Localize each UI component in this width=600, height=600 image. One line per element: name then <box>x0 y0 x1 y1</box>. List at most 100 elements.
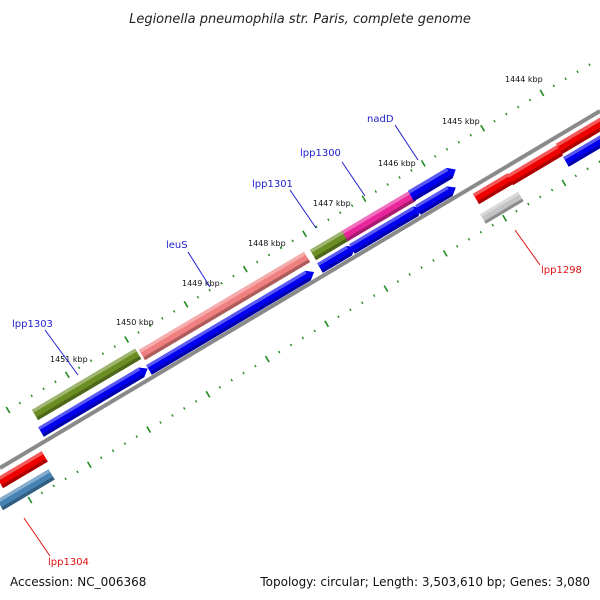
feature-blue-6-shadow <box>567 144 600 167</box>
feature-blue-6[interactable] <box>563 132 600 167</box>
tick-mark-14 <box>172 309 176 313</box>
tick-mark-94 <box>550 188 554 192</box>
tick-mark-58 <box>123 442 127 446</box>
tick-mark-72 <box>289 343 293 347</box>
gene-label-nadD[interactable]: nadD <box>367 114 394 125</box>
feature-lpp1303-body <box>31 348 142 421</box>
feature-leuS-highlight <box>138 251 306 353</box>
feature-lpp1300-shadow <box>346 197 416 242</box>
tick-mark-83 <box>420 266 423 269</box>
feature-leuS[interactable] <box>138 251 311 361</box>
tick-mark-36 <box>433 154 437 158</box>
tick-mark-86 <box>455 244 459 248</box>
kbp-label-1447: 1447 kbp <box>313 199 351 208</box>
tick-mark-85 <box>442 249 448 257</box>
tick-mark-1 <box>18 401 22 405</box>
feature-red-3-shadow <box>560 127 600 155</box>
feature-lpp1300[interactable] <box>341 190 416 242</box>
tick-mark-87 <box>467 237 471 241</box>
feature-blue-2[interactable] <box>146 270 315 375</box>
tick-mark-74 <box>313 329 316 333</box>
feature-lpp1298-body <box>480 191 524 224</box>
feature-nadD-highlight <box>407 167 449 194</box>
feature-blue-5[interactable] <box>415 186 456 215</box>
tick-mark-56 <box>99 456 103 460</box>
gene-features <box>0 113 600 511</box>
feature-red-1[interactable] <box>472 173 514 205</box>
feature-blue-1[interactable] <box>38 367 148 437</box>
tick-mark-51 <box>40 491 44 495</box>
gene-label-lpp1300[interactable]: lpp1300 <box>300 148 341 159</box>
tick-mark-31 <box>374 190 378 193</box>
tick-mark-93 <box>538 195 542 199</box>
tick-mark-20 <box>242 265 248 273</box>
gene-label-lpp1304[interactable]: lpp1304 <box>48 557 89 568</box>
tick-mark-28 <box>339 211 342 215</box>
feature-lpp1303-shadow <box>36 355 142 421</box>
feature-red-4-shadow <box>1 458 48 489</box>
tick-mark-73 <box>301 336 305 340</box>
tick-mark-53 <box>64 477 67 481</box>
feature-lpp1304[interactable] <box>0 469 55 511</box>
gene-label-leuS[interactable]: leuS <box>166 240 188 251</box>
tick-marks <box>5 63 600 504</box>
tick-mark-33 <box>398 176 401 179</box>
tick-mark-76 <box>337 315 340 319</box>
feature-red-2[interactable] <box>506 145 563 186</box>
feature-blue-5-body <box>415 186 456 215</box>
tick-mark-6 <box>77 366 81 370</box>
feature-lpp1301[interactable] <box>309 230 349 261</box>
tick-mark-23 <box>279 246 283 250</box>
tick-mark-5 <box>64 371 70 379</box>
tick-mark-49 <box>588 63 591 67</box>
tick-mark-46 <box>552 84 556 88</box>
feature-red-2-shadow <box>511 152 563 186</box>
tick-mark-24 <box>291 239 294 243</box>
gene-label-lpp1303[interactable]: lpp1303 <box>12 319 53 330</box>
feature-blue-1-highlight <box>38 367 141 430</box>
tick-mark-29 <box>350 204 354 208</box>
feature-lpp1300-highlight <box>341 190 412 234</box>
tick-mark-17 <box>208 288 211 292</box>
feature-lpp1304-shadow <box>1 476 55 511</box>
tick-mark-21 <box>255 260 259 264</box>
leader-lpp1304 <box>23 517 51 557</box>
tick-mark-89 <box>491 223 494 227</box>
tick-mark-75 <box>324 320 330 328</box>
feature-nadD[interactable] <box>407 167 456 202</box>
feature-red-4-highlight <box>0 451 44 480</box>
tick-mark-82 <box>408 273 411 276</box>
feature-lpp1303[interactable] <box>31 348 142 421</box>
kbp-label-1449: 1449 kbp <box>182 279 220 288</box>
feature-lpp1298-shadow <box>484 198 524 224</box>
tick-mark-37 <box>445 147 449 151</box>
tick-mark-63 <box>183 407 186 410</box>
feature-lpp1298[interactable] <box>480 191 524 224</box>
tick-mark-59 <box>135 435 139 438</box>
gene-label-lpp1298[interactable]: lpp1298 <box>541 265 582 276</box>
feature-red-3[interactable] <box>555 113 600 155</box>
tick-mark-97 <box>586 167 589 171</box>
tick-mark-16 <box>196 295 200 299</box>
feature-red-1-body <box>472 173 514 205</box>
tick-mark-38 <box>457 140 461 144</box>
tick-mark-2 <box>30 394 33 398</box>
feature-red-4-body <box>0 451 48 489</box>
tick-mark-68 <box>242 371 245 375</box>
gene-label-lpp1301[interactable]: lpp1301 <box>252 179 293 190</box>
tick-mark-32 <box>386 183 389 186</box>
feature-blue-6-highlight <box>563 135 600 160</box>
tick-mark-81 <box>396 280 400 283</box>
accession-text: Accession: NC_006368 <box>10 575 146 589</box>
feature-red-4[interactable] <box>0 451 48 489</box>
kbp-label-1448: 1448 kbp <box>248 239 286 248</box>
feature-blue-3-body <box>317 245 356 273</box>
feature-red-2-highlight <box>506 145 559 178</box>
leader-leuS <box>187 251 211 288</box>
tick-mark-80 <box>383 285 389 293</box>
tick-mark-11 <box>137 331 140 334</box>
feature-blue-3[interactable] <box>317 245 356 273</box>
feature-blue-4[interactable] <box>349 206 422 254</box>
feature-blue-2-highlight <box>146 270 307 368</box>
